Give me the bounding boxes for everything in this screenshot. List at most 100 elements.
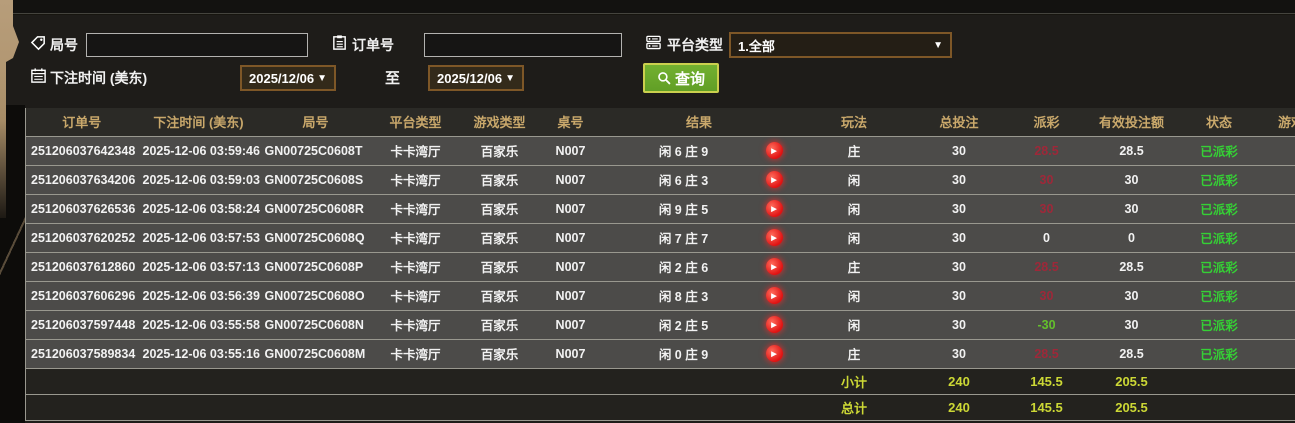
platform-cell: 卡卡湾厅 (371, 194, 460, 224)
round-cell: GN00725C0608Q (259, 223, 372, 253)
platform-label: 平台类型 (667, 37, 723, 53)
play-type-cell: 闲 (796, 310, 912, 340)
play-video-button[interactable]: ▶ (765, 345, 783, 362)
status-cell: 已派彩 (1176, 165, 1262, 195)
payout-cell: 28.5 (1006, 339, 1087, 369)
round-label: 局号 (50, 37, 78, 53)
table-row: 251206037642348 2025-12-06 03:59:46 GN00… (25, 136, 1295, 166)
platform-cell: 卡卡湾厅 (371, 252, 460, 282)
platform-cell: 卡卡湾厅 (371, 223, 460, 253)
col-status: 状态 (1176, 108, 1262, 137)
total-bet-cell: 30 (911, 223, 1007, 253)
order-cell: 251206037606296 (25, 281, 138, 311)
bet-time-cell: 2025-12-06 03:59:46 (137, 136, 260, 166)
table-row: 251206037634206 2025-12-06 03:59:03 GN00… (25, 165, 1295, 195)
valid-bet-cell: 30 (1086, 165, 1177, 195)
table-row: 251206037612860 2025-12-06 03:57:13 GN00… (25, 252, 1295, 282)
col-payout: 派彩 (1006, 108, 1087, 137)
col-total-bet: 总投注 (911, 108, 1007, 137)
round-input[interactable] (86, 33, 308, 57)
play-video-button[interactable]: ▶ (765, 229, 783, 246)
payout-cell: 28.5 (1006, 252, 1087, 282)
total-bet-cell: 30 (911, 194, 1007, 224)
status-cell: 已派彩 (1176, 339, 1262, 369)
platform-select-value: 1.全部 (738, 38, 775, 54)
payout-cell: 28.5 (1006, 136, 1087, 166)
order-input[interactable] (424, 33, 622, 57)
round-cell: GN00725C0608S (259, 165, 372, 195)
result-cell: 闲 6 庄 9 ▶ (601, 136, 797, 166)
payout-cell: 0 (1006, 223, 1087, 253)
game-type-cell: 百家乐 (459, 194, 540, 224)
play-video-button[interactable]: ▶ (765, 171, 783, 188)
grand-total-valid-bet: 205.5 (1086, 394, 1177, 421)
game-type-cell: 百家乐 (459, 339, 540, 369)
status-cell: 已派彩 (1176, 281, 1262, 311)
play-video-button[interactable]: ▶ (765, 258, 783, 275)
table-row: 251206037626536 2025-12-06 03:58:24 GN00… (25, 194, 1295, 224)
valid-bet-cell: 30 (1086, 310, 1177, 340)
search-button[interactable]: 查询 (643, 63, 719, 93)
result-text: 闲 2 庄 5 (658, 319, 709, 333)
table-header-row: 订单号 下注时间 (美东) 局号 平台类型 游戏类型 桌号 结果 玩法 总投注 … (25, 108, 1295, 137)
game-mode-cell: - (1261, 281, 1295, 311)
result-text: 闲 8 庄 3 (658, 290, 709, 304)
total-bet-cell: 30 (911, 136, 1007, 166)
play-type-cell: 闲 (796, 223, 912, 253)
game-type-cell: 百家乐 (459, 165, 540, 195)
result-cell: 闲 2 庄 5 ▶ (601, 310, 797, 340)
valid-bet-cell: 28.5 (1086, 136, 1177, 166)
total-bet-cell: 30 (911, 281, 1007, 311)
valid-bet-cell: 30 (1086, 281, 1177, 311)
result-text: 闲 7 庄 7 (658, 232, 709, 246)
date-to-value: 2025/12/06 (437, 70, 503, 86)
table-no-cell: N007 (539, 165, 602, 195)
order-cell: 251206037589834 (25, 339, 138, 369)
col-valid-bet: 有效投注额 (1086, 108, 1177, 137)
play-video-button[interactable]: ▶ (765, 200, 783, 217)
bet-time-cell: 2025-12-06 03:55:16 (137, 339, 260, 369)
round-cell: GN00725C0608O (259, 281, 372, 311)
date-to-select[interactable]: 2025/12/06 ▼ (428, 65, 524, 91)
play-type-cell: 庄 (796, 339, 912, 369)
order-cell: 251206037612860 (25, 252, 138, 282)
payout-cell: 30 (1006, 165, 1087, 195)
round-cell: GN00725C0608P (259, 252, 372, 282)
valid-bet-cell: 0 (1086, 223, 1177, 253)
table-row: 251206037606296 2025-12-06 03:56:39 GN00… (25, 281, 1295, 311)
valid-bet-cell: 30 (1086, 194, 1177, 224)
payout-cell: 30 (1006, 281, 1087, 311)
game-type-cell: 百家乐 (459, 252, 540, 282)
result-cell: 闲 7 庄 7 ▶ (601, 223, 797, 253)
table-row: 251206037620252 2025-12-06 03:57:53 GN00… (25, 223, 1295, 253)
play-video-button[interactable]: ▶ (765, 316, 783, 333)
play-video-button[interactable]: ▶ (765, 287, 783, 304)
round-cell: GN00725C0608R (259, 194, 372, 224)
game-type-cell: 百家乐 (459, 223, 540, 253)
result-cell: 闲 8 庄 3 ▶ (601, 281, 797, 311)
status-cell: 已派彩 (1176, 136, 1262, 166)
order-cell: 251206037620252 (25, 223, 138, 253)
status-cell: 已派彩 (1176, 223, 1262, 253)
game-mode-cell: - (1261, 339, 1295, 369)
col-game-type: 游戏类型 (459, 108, 540, 137)
col-order: 订单号 (25, 108, 138, 137)
col-bet-time: 下注时间 (美东) (137, 108, 260, 137)
date-from-value: 2025/12/06 (249, 70, 315, 86)
subtotal-valid-bet: 205.5 (1086, 368, 1177, 395)
round-cell: GN00725C0608T (259, 136, 372, 166)
subtotal-label: 小计 (796, 368, 912, 395)
status-cell: 已派彩 (1176, 310, 1262, 340)
result-text: 闲 0 庄 9 (658, 348, 709, 362)
platform-select[interactable]: 1.全部 ▼ (729, 32, 952, 58)
round-cell: GN00725C0608M (259, 339, 372, 369)
date-from-select[interactable]: 2025/12/06 ▼ (240, 65, 336, 91)
bet-time-cell: 2025-12-06 03:58:24 (137, 194, 260, 224)
play-video-button[interactable]: ▶ (765, 142, 783, 159)
col-round: 局号 (259, 108, 372, 137)
result-text: 闲 9 庄 5 (658, 203, 709, 217)
grand-total-payout: 145.5 (1006, 394, 1087, 421)
game-type-cell: 百家乐 (459, 310, 540, 340)
result-cell: 闲 6 庄 3 ▶ (601, 165, 797, 195)
search-form: 局号 订单号 平台类型 1.全部 ▼ 下注时间 (美东) 2025/12/06 … (0, 15, 1295, 107)
